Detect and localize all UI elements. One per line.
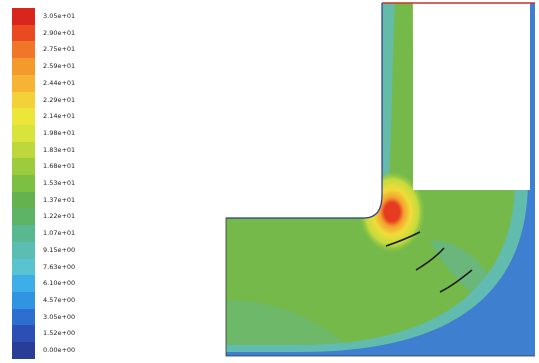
legend-label: 9.15e+00 — [43, 245, 76, 254]
legend-label: 1.98e+01 — [43, 128, 76, 137]
legend-label: 1.22e+01 — [43, 212, 76, 221]
legend-entry: 6.10e+00 — [12, 275, 132, 293]
legend-swatch — [12, 91, 35, 109]
legend-entry: 1.22e+01 — [12, 208, 132, 226]
legend-swatch — [12, 58, 35, 76]
legend-swatch — [12, 308, 35, 326]
legend-label: 4.57e+00 — [43, 295, 76, 304]
high-velocity-region — [358, 170, 426, 254]
legend-swatch — [12, 241, 35, 259]
legend-entry: 2.14e+01 — [12, 108, 132, 126]
legend-swatch — [12, 74, 35, 92]
legend-entry: 2.59e+01 — [12, 58, 132, 76]
legend-entry: 0.00e+00 — [12, 342, 132, 359]
legend-label: 1.07e+01 — [43, 229, 76, 238]
legend-label: 2.75e+01 — [43, 45, 76, 54]
legend-entry: 9.15e+00 — [12, 241, 132, 259]
legend-entry: 7.63e+00 — [12, 258, 132, 276]
legend-label: 1.37e+01 — [43, 195, 76, 204]
legend-label: 3.05e+00 — [43, 312, 76, 321]
legend-entry: 3.05e+00 — [12, 308, 132, 326]
streakline-1 — [385, 231, 421, 247]
color-legend: 3.05e+01 2.90e+01 2.75e+01 2.59e+01 2.44e+01… — [12, 8, 132, 360]
legend-entry: 1.53e+01 — [12, 175, 132, 192]
legend-entry: 3.05e+01 — [12, 8, 132, 25]
streakline-2 — [415, 247, 445, 271]
pipe-boundary — [226, 3, 383, 219]
legend-label: 2.44e+01 — [43, 78, 76, 87]
legend-label: 1.83e+01 — [43, 145, 76, 154]
legend-label: 7.63e+00 — [43, 262, 76, 271]
legend-entry: 2.90e+01 — [12, 24, 132, 42]
legend-entry: 4.57e+00 — [12, 291, 132, 309]
legend-swatch — [12, 208, 35, 226]
legend-label: 0.00e+00 — [43, 346, 76, 354]
legend-entry: 2.75e+01 — [12, 41, 132, 59]
legend-entry: 2.44e+01 — [12, 74, 132, 92]
legend-label: 2.29e+01 — [43, 95, 76, 104]
legend-entry: 1.68e+01 — [12, 158, 132, 176]
legend-swatch — [12, 258, 35, 276]
legend-label: 2.59e+01 — [43, 62, 76, 71]
legend-label: 1.52e+00 — [43, 329, 76, 338]
legend-swatch — [12, 191, 35, 209]
legend-label: 2.90e+01 — [43, 28, 76, 37]
legend-label: 1.53e+01 — [43, 179, 76, 187]
legend-entry: 2.29e+01 — [12, 91, 132, 109]
legend-swatch — [12, 225, 35, 243]
legend-swatch — [12, 24, 35, 42]
legend-label: 6.10e+00 — [43, 279, 76, 288]
legend-entry: 1.83e+01 — [12, 141, 132, 159]
legend-swatch — [12, 108, 35, 126]
legend-swatch — [12, 141, 35, 159]
legend-entry: 1.07e+01 — [12, 225, 132, 243]
legend-swatch — [12, 325, 35, 343]
legend-swatch — [12, 175, 35, 192]
upper-region — [411, 5, 528, 155]
legend-entry: 1.52e+00 — [12, 325, 132, 343]
legend-entry: 1.98e+01 — [12, 124, 132, 142]
legend-entry: 1.37e+01 — [12, 191, 132, 209]
legend-swatch — [12, 8, 35, 25]
legend-swatch — [12, 124, 35, 142]
legend-swatch — [12, 41, 35, 59]
legend-label: 2.14e+01 — [43, 112, 76, 121]
legend-label: 1.68e+01 — [43, 162, 76, 171]
streakline-3 — [439, 269, 473, 293]
legend-swatch — [12, 275, 35, 293]
legend-swatch — [12, 342, 35, 359]
legend-swatch — [12, 291, 35, 309]
legend-swatch — [12, 158, 35, 176]
legend-label: 3.05e+01 — [43, 12, 76, 20]
